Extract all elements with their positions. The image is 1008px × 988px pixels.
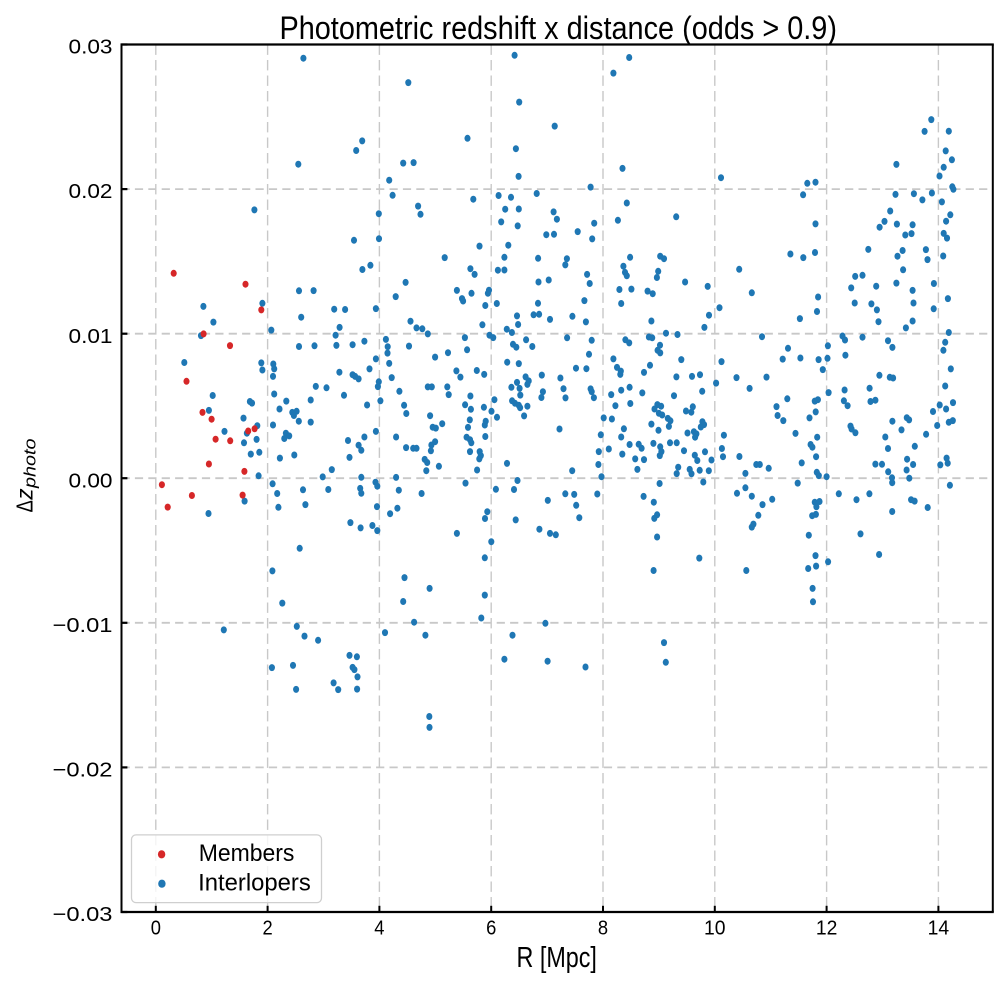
svg-text:8: 8 <box>598 917 608 939</box>
svg-text:0.02: 0.02 <box>69 181 113 203</box>
svg-text:4: 4 <box>374 917 384 939</box>
svg-text:0.00: 0.00 <box>69 470 113 492</box>
svg-text:R [Mpc]: R [Mpc] <box>517 942 597 974</box>
svg-text:0.01: 0.01 <box>69 326 113 348</box>
svg-text:12: 12 <box>816 917 838 939</box>
svg-text:−0.01: −0.01 <box>53 615 113 637</box>
svg-text:10: 10 <box>704 917 726 939</box>
svg-text:−0.03: −0.03 <box>53 904 113 926</box>
svg-text:−0.02: −0.02 <box>53 760 113 782</box>
svg-text:photo: photo <box>21 438 39 489</box>
svg-text:z: z <box>12 488 38 501</box>
svg-text:0: 0 <box>151 917 161 939</box>
svg-text:0.03: 0.03 <box>69 37 113 59</box>
svg-text:Δ: Δ <box>12 500 38 512</box>
svg-text:Members: Members <box>199 840 295 867</box>
svg-text:14: 14 <box>928 917 950 939</box>
svg-text:2: 2 <box>263 917 273 939</box>
svg-text:6: 6 <box>486 917 496 939</box>
svg-text:Interlopers: Interlopers <box>198 869 311 896</box>
svg-text:Photometric redshift x distanc: Photometric redshift x distance (odds > … <box>279 10 837 46</box>
